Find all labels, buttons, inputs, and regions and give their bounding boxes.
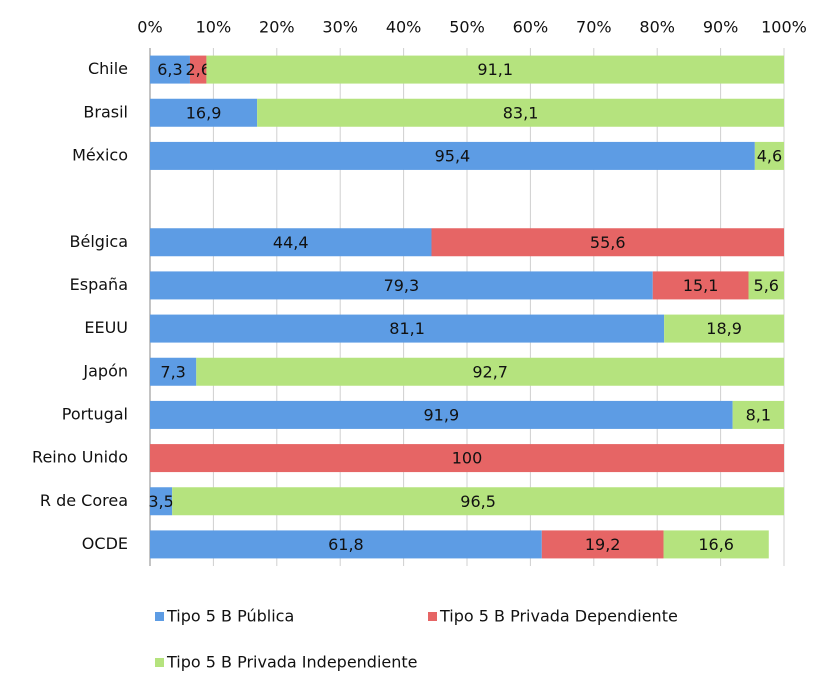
x-tick-label: 50% bbox=[449, 18, 485, 37]
bar-segment bbox=[257, 98, 784, 127]
y-tick-label: Reino Unido bbox=[32, 448, 128, 467]
y-tick-label: OCDE bbox=[82, 534, 128, 553]
data-label: 6,3 bbox=[157, 60, 182, 79]
bar-segment bbox=[732, 400, 784, 429]
data-label: 44,4 bbox=[273, 233, 309, 252]
data-label: 16,6 bbox=[698, 535, 734, 554]
data-label: 91,9 bbox=[424, 405, 460, 424]
x-tick-label: 0% bbox=[137, 18, 162, 37]
bar-segment bbox=[150, 400, 733, 429]
data-label: 7,3 bbox=[160, 362, 185, 381]
bar-segment bbox=[663, 530, 769, 559]
bar-segment bbox=[754, 141, 784, 170]
y-tick-label: Brasil bbox=[83, 102, 128, 121]
y-tick-label: Chile bbox=[88, 59, 128, 78]
x-tick-label: 70% bbox=[576, 18, 612, 37]
legend-swatch bbox=[155, 658, 164, 667]
data-label: 100 bbox=[452, 449, 483, 468]
x-tick-label: 80% bbox=[639, 18, 675, 37]
data-label: 18,9 bbox=[706, 319, 742, 338]
data-label: 2,6 bbox=[185, 60, 210, 79]
legend-label: Tipo 5 B Privada Independiente bbox=[166, 653, 418, 672]
bar-segment bbox=[150, 314, 665, 343]
y-tick-label: México bbox=[72, 145, 128, 164]
data-label: 16,9 bbox=[186, 103, 222, 122]
x-tick-label: 30% bbox=[322, 18, 358, 37]
bar-segment bbox=[748, 271, 784, 300]
y-tick-label: EEUU bbox=[84, 318, 128, 337]
bar-segment bbox=[150, 228, 432, 257]
data-label: 95,4 bbox=[435, 146, 471, 165]
data-label: 92,7 bbox=[472, 362, 508, 381]
y-tick-label: Bélgica bbox=[70, 232, 128, 251]
data-label: 5,6 bbox=[754, 276, 779, 295]
data-label: 61,8 bbox=[328, 535, 364, 554]
bar-segment bbox=[172, 487, 784, 516]
bar-segment bbox=[150, 141, 755, 170]
bar-segment bbox=[206, 55, 784, 84]
bar-segment bbox=[150, 98, 258, 127]
y-tick-label: Portugal bbox=[62, 404, 128, 423]
bar-segment bbox=[150, 487, 173, 516]
y-tick-label: Japón bbox=[82, 361, 128, 380]
bar-segment bbox=[664, 314, 784, 343]
data-label: 96,5 bbox=[460, 492, 496, 511]
x-tick-label: 60% bbox=[513, 18, 549, 37]
bar-segment bbox=[150, 444, 784, 473]
y-tick-label: R de Corea bbox=[40, 491, 128, 510]
bar-segment bbox=[652, 271, 749, 300]
bar-segment bbox=[541, 530, 664, 559]
data-label: 3,5 bbox=[148, 492, 173, 511]
x-tick-label: 10% bbox=[196, 18, 232, 37]
bar-segment bbox=[150, 357, 197, 386]
bar-segment bbox=[189, 55, 207, 84]
y-tick-label: España bbox=[70, 275, 128, 294]
legend-swatch bbox=[428, 612, 437, 621]
legend-label: Tipo 5 B Pública bbox=[166, 607, 294, 626]
data-label: 15,1 bbox=[683, 276, 719, 295]
data-label: 91,1 bbox=[477, 60, 513, 79]
bar-segment bbox=[196, 357, 785, 386]
data-label: 81,1 bbox=[389, 319, 425, 338]
legend-swatch bbox=[155, 612, 164, 621]
legend-label: Tipo 5 B Privada Dependiente bbox=[439, 607, 678, 626]
x-tick-label: 20% bbox=[259, 18, 295, 37]
bar-segment bbox=[150, 530, 542, 559]
data-label: 55,6 bbox=[590, 233, 626, 252]
x-tick-label: 90% bbox=[703, 18, 739, 37]
x-tick-label: 100% bbox=[761, 18, 807, 37]
data-label: 4,6 bbox=[757, 146, 782, 165]
data-label: 83,1 bbox=[503, 103, 539, 122]
bar-segment bbox=[150, 55, 190, 84]
x-tick-label: 40% bbox=[386, 18, 422, 37]
data-label: 8,1 bbox=[746, 405, 771, 424]
data-label: 79,3 bbox=[384, 276, 420, 295]
bar-segment bbox=[431, 228, 784, 257]
data-label: 19,2 bbox=[585, 535, 621, 554]
bar-segment bbox=[150, 271, 653, 300]
